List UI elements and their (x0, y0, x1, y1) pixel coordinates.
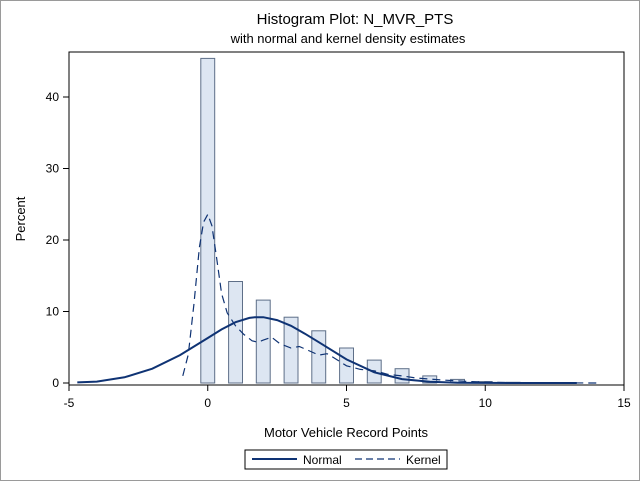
x-tick-label: 10 (479, 396, 493, 410)
y-tick-label: 20 (46, 233, 60, 247)
chart-title: Histogram Plot: N_MVR_PTS (257, 11, 454, 28)
kernel-density-curve (182, 212, 597, 384)
y-tick-label: 10 (46, 305, 60, 319)
y-axis-ticks: 0 10 20 30 40 (46, 90, 69, 390)
histogram-bar-0 (200, 57, 216, 384)
x-axis-label: Motor Vehicle Record Points (264, 425, 429, 440)
x-axis-ticks: -5 0 5 10 15 (64, 385, 631, 410)
y-tick-label: 40 (46, 90, 60, 104)
legend: Normal Kernel (244, 449, 448, 470)
histogram-bar-2 (255, 299, 271, 384)
x-tick-label: 5 (343, 396, 350, 410)
histogram-bars (200, 57, 576, 384)
x-tick-label: -5 (64, 396, 75, 410)
y-axis-label: Percent (13, 196, 28, 241)
x-tick-label: 0 (204, 396, 211, 410)
y-tick-label: 0 (52, 376, 59, 390)
plot-area (68, 51, 625, 386)
legend-kernel-label: Kernel (406, 453, 441, 467)
normal-density-curve (77, 316, 577, 384)
density-curves (77, 212, 597, 384)
histogram-bar-1 (228, 281, 244, 384)
legend-normal-label: Normal (303, 453, 342, 467)
y-tick-label: 30 (46, 162, 60, 176)
chart-subtitle: with normal and kernel density estimates (230, 31, 466, 46)
legend-box (244, 449, 448, 470)
x-tick-label: 15 (617, 396, 631, 410)
histogram-bar-3 (283, 316, 299, 384)
